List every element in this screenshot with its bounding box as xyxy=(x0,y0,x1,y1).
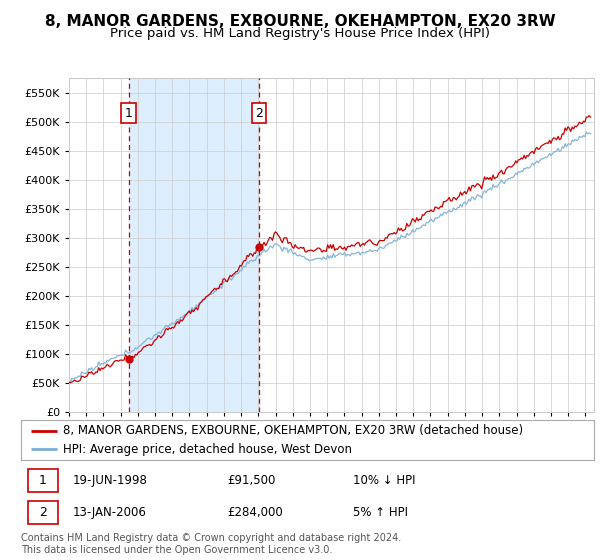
Text: Price paid vs. HM Land Registry's House Price Index (HPI): Price paid vs. HM Land Registry's House … xyxy=(110,27,490,40)
Text: 2: 2 xyxy=(255,107,263,120)
FancyBboxPatch shape xyxy=(28,501,58,524)
Text: 5% ↑ HPI: 5% ↑ HPI xyxy=(353,506,409,519)
Text: 1: 1 xyxy=(125,107,133,120)
Text: 13-JAN-2006: 13-JAN-2006 xyxy=(73,506,146,519)
Text: 19-JUN-1998: 19-JUN-1998 xyxy=(73,474,148,487)
FancyBboxPatch shape xyxy=(28,469,58,492)
Text: 8, MANOR GARDENS, EXBOURNE, OKEHAMPTON, EX20 3RW: 8, MANOR GARDENS, EXBOURNE, OKEHAMPTON, … xyxy=(44,14,556,29)
Text: 2: 2 xyxy=(39,506,47,519)
Text: Contains HM Land Registry data © Crown copyright and database right 2024.
This d: Contains HM Land Registry data © Crown c… xyxy=(21,533,401,555)
Bar xyxy=(128,78,259,412)
Text: £284,000: £284,000 xyxy=(227,506,283,519)
Text: 8, MANOR GARDENS, EXBOURNE, OKEHAMPTON, EX20 3RW (detached house): 8, MANOR GARDENS, EXBOURNE, OKEHAMPTON, … xyxy=(63,424,523,437)
Text: £91,500: £91,500 xyxy=(227,474,275,487)
Text: 10% ↓ HPI: 10% ↓ HPI xyxy=(353,474,416,487)
Text: HPI: Average price, detached house, West Devon: HPI: Average price, detached house, West… xyxy=(63,443,352,456)
Text: 1: 1 xyxy=(39,474,47,487)
